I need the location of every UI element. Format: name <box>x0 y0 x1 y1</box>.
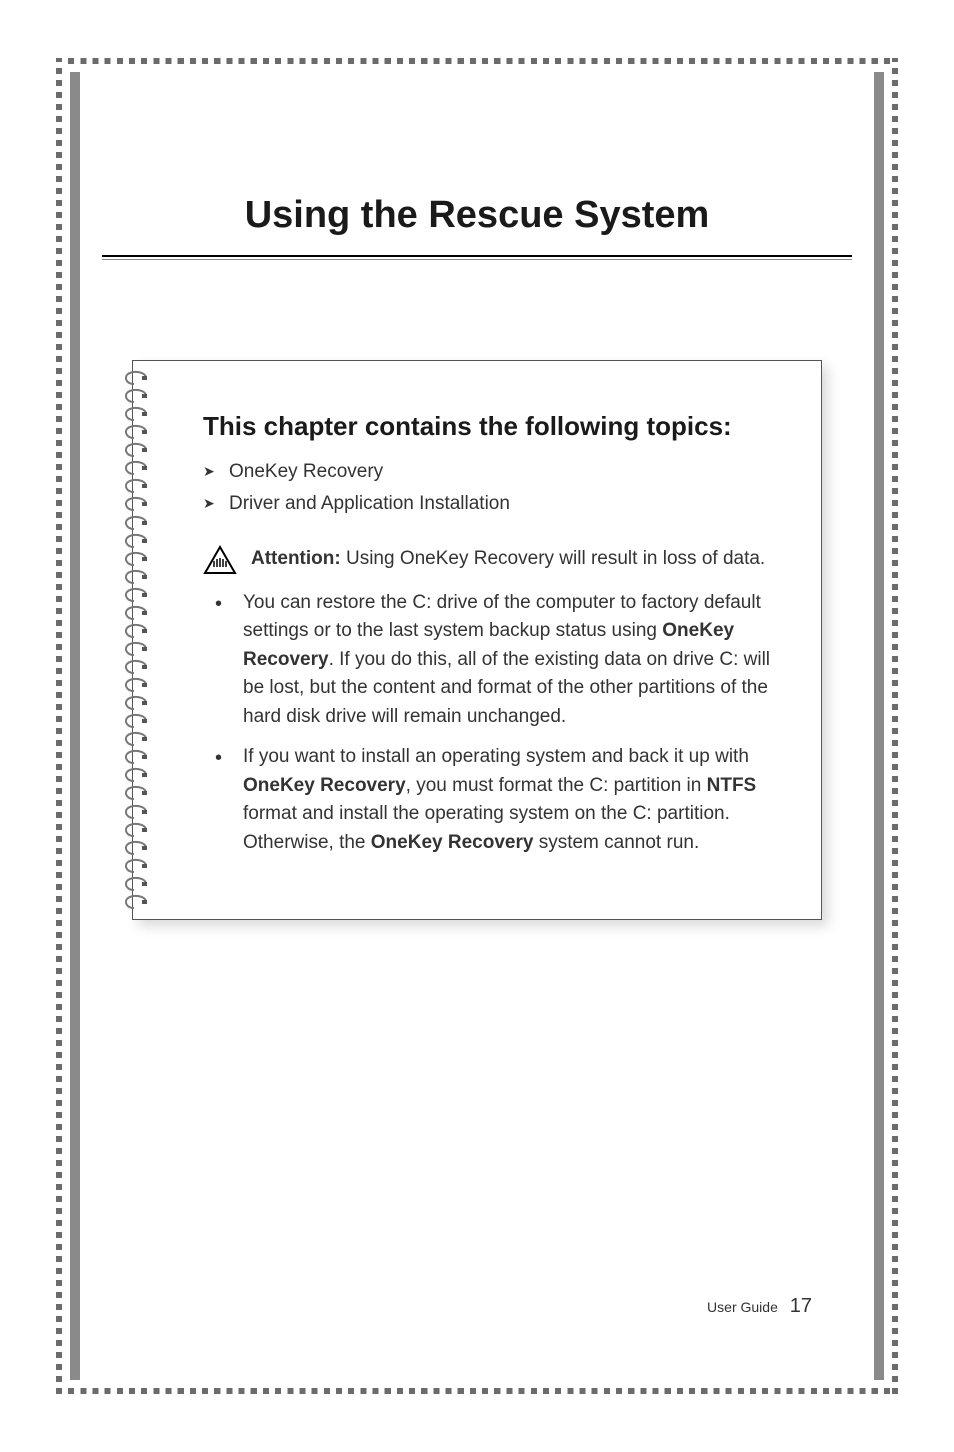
spiral-ring-icon <box>120 659 148 675</box>
inner-band-right <box>874 72 884 1380</box>
spiral-ring-icon <box>120 587 148 603</box>
attention-row: Attention: Using OneKey Recovery will re… <box>203 545 781 575</box>
spiral-ring-icon <box>120 496 148 512</box>
bullet-text: If you want to install an operating syst… <box>243 746 749 767</box>
attention-icon <box>203 545 237 575</box>
bullet-text: system cannot run. <box>533 832 699 853</box>
spiral-ring-icon <box>120 442 148 458</box>
attention-body: Using OneKey Recovery will result in los… <box>341 548 766 569</box>
topic-list: OneKey Recovery Driver and Application I… <box>203 456 781 521</box>
bullet-bold: OneKey Recovery <box>243 775 406 796</box>
bullet-bold: OneKey Recovery <box>371 832 534 853</box>
footer-label: User Guide <box>707 1299 778 1315</box>
spiral-ring-icon <box>120 731 148 747</box>
spiral-ring-icon <box>120 822 148 838</box>
topic-item: Driver and Application Installation <box>203 488 781 520</box>
attention-text: Attention: Using OneKey Recovery will re… <box>251 545 765 574</box>
page-footer: User Guide 17 <box>707 1295 812 1318</box>
spiral-ring-icon <box>120 515 148 531</box>
title-rule <box>102 255 852 257</box>
spiral-ring-icon <box>120 478 148 494</box>
bullet-item: If you want to install an operating syst… <box>203 743 781 857</box>
spiral-ring-icon <box>120 388 148 404</box>
title-rule-thin <box>102 259 852 260</box>
page-content: Using the Rescue System This chapter con… <box>102 124 852 1338</box>
spiral-ring-icon <box>120 713 148 729</box>
page-number: 17 <box>790 1295 812 1317</box>
spiral-ring-icon <box>120 767 148 783</box>
bullet-text: , you must format the C: partition in <box>406 775 707 796</box>
spiral-ring-icon <box>120 858 148 874</box>
spiral-ring-icon <box>120 533 148 549</box>
spiral-ring-icon <box>120 424 148 440</box>
spiral-ring-icon <box>120 623 148 639</box>
spiral-ring-icon <box>120 551 148 567</box>
spiral-ring-icon <box>120 641 148 657</box>
spiral-ring-icon <box>120 370 148 386</box>
spiral-ring-icon <box>120 749 148 765</box>
inner-band-left <box>70 72 80 1380</box>
notebox-wrap: This chapter contains the following topi… <box>132 360 822 920</box>
spiral-ring-icon <box>120 840 148 856</box>
bullet-bold: NTFS <box>707 775 757 796</box>
spiral-ring-icon <box>120 460 148 476</box>
spiral-ring-icon <box>120 695 148 711</box>
bullet-list: You can restore the C: drive of the comp… <box>203 589 781 858</box>
notebox: This chapter contains the following topi… <box>132 360 822 920</box>
chapter-title: Using the Rescue System <box>102 194 852 237</box>
spiral-ring-icon <box>120 605 148 621</box>
spiral-ring-icon <box>120 804 148 820</box>
spiral-ring-icon <box>120 406 148 422</box>
spiral-binding <box>120 370 150 910</box>
spiral-ring-icon <box>120 785 148 801</box>
attention-label: Attention: <box>251 548 341 569</box>
topic-item: OneKey Recovery <box>203 456 781 488</box>
spiral-ring-icon <box>120 569 148 585</box>
bullet-item: You can restore the C: drive of the comp… <box>203 589 781 732</box>
page-frame: Using the Rescue System This chapter con… <box>62 58 892 1394</box>
spiral-ring-icon <box>120 876 148 892</box>
notebox-heading: This chapter contains the following topi… <box>203 411 781 442</box>
spiral-ring-icon <box>120 894 148 910</box>
spiral-ring-icon <box>120 677 148 693</box>
